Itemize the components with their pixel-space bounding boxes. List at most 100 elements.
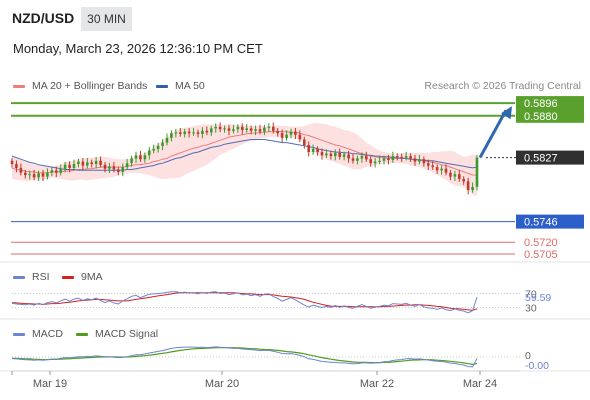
rsi-line [11, 291, 478, 314]
legend-macd-signal: MACD Signal [76, 328, 158, 340]
candle-body [289, 131, 293, 135]
candle-body [81, 161, 85, 166]
candle-body [232, 129, 235, 131]
x-tick-label-mar-20: Mar 20 [205, 378, 239, 390]
candle-body [10, 160, 14, 164]
candle-body [63, 164, 67, 169]
candle-body [183, 131, 186, 134]
candle-body [334, 152, 337, 157]
level-label-0.5746: 0.5746 [524, 217, 558, 229]
candle-body [396, 156, 399, 158]
rsi-tick-30: 30 [525, 303, 537, 315]
candle-body [148, 150, 151, 156]
candle-body [187, 131, 191, 134]
level-badge-0.5896 [516, 96, 584, 111]
candle-body [409, 156, 412, 159]
candle-body [41, 173, 45, 177]
candle-body [156, 145, 160, 149]
candle-body [161, 142, 164, 146]
candle-body [449, 172, 452, 177]
candle-body [28, 174, 31, 176]
candle-body [121, 167, 124, 172]
candle-body [272, 126, 275, 131]
candle-body [94, 160, 98, 164]
candle-body [258, 129, 262, 132]
candle-body [471, 186, 474, 191]
candle-body [201, 130, 204, 134]
candle-body [165, 137, 169, 143]
candle-body [342, 154, 346, 157]
candle-body [351, 158, 355, 161]
candle-body [294, 131, 297, 135]
candle-body [435, 167, 439, 171]
candle-body [475, 157, 479, 187]
level-label-0.5896: 0.5896 [524, 98, 558, 110]
candle-body [174, 132, 178, 134]
candle-body [139, 155, 142, 160]
candle-body [427, 163, 430, 166]
candle-body [453, 174, 457, 177]
credit-text: Research © 2026 Trading Central [424, 80, 581, 92]
candle-body [267, 126, 271, 128]
candle-body [413, 158, 417, 162]
x-tick-label-mar-24: Mar 24 [463, 378, 497, 390]
legend-ma20-swatch [13, 84, 25, 88]
candle-body [59, 168, 62, 173]
legend-rsi-ma-swatch [62, 275, 74, 279]
legend-rsi: RSI [13, 271, 50, 283]
candle-body [236, 126, 240, 130]
level-label-0.5720: 0.5720 [524, 237, 558, 249]
candle-body [223, 128, 226, 130]
rsi-9ma-line [11, 292, 478, 311]
candle-body [285, 134, 288, 138]
ma50-line [11, 139, 478, 171]
candle-body [400, 156, 403, 158]
candle-body [387, 158, 390, 160]
candle-body [378, 160, 381, 162]
macd-signal-line [11, 346, 478, 366]
candle-body [249, 128, 253, 131]
candle-body [90, 162, 93, 164]
candle-body [37, 173, 40, 178]
candle-body [303, 139, 306, 145]
candle-body [117, 169, 120, 172]
legend-rsi-swatch [13, 275, 25, 279]
candle-body [320, 152, 324, 156]
candle-body [373, 161, 377, 164]
candle-body [440, 168, 443, 171]
candle-body [466, 181, 470, 190]
candle-body [227, 128, 231, 131]
candle-body [46, 172, 49, 177]
datetime-label: Monday, March 23, 2026 12:36:10 PM CET [13, 41, 263, 56]
timeframe-button[interactable]: 30 MIN [81, 7, 132, 31]
candle-body [360, 156, 364, 159]
candle-body [170, 133, 173, 138]
candle-body [214, 126, 217, 129]
legend-ma50-label: MA 50 [175, 80, 205, 92]
candle-body [134, 155, 138, 159]
rsi-last-value: 59.59 [525, 292, 551, 304]
level-label-0.5880: 0.5880 [524, 111, 558, 123]
legend-ma20-bollinger: MA 20 + Bollinger Bands [13, 80, 147, 92]
candle-body [108, 166, 111, 169]
macd-line [11, 346, 478, 368]
candle-body [365, 156, 368, 160]
candle-body [422, 159, 426, 164]
legend-rsi-ma-label: 9MA [81, 271, 103, 283]
candle-body [192, 132, 195, 134]
legend-ma50-swatch [156, 84, 168, 88]
macd-last-value: -0.00 [525, 360, 549, 372]
symbol-title: NZD/USD [12, 10, 75, 26]
candle-body [112, 166, 116, 170]
candle-body [32, 174, 36, 178]
legend-ma20-label: MA 20 + Bollinger Bands [32, 80, 148, 92]
candle-body [241, 126, 244, 130]
candle-body [152, 148, 155, 151]
macd-tick-0: 0 [525, 350, 531, 362]
candle-body [196, 132, 200, 134]
level-label-0.5705: 0.5705 [524, 249, 558, 261]
candle-body [77, 161, 80, 164]
candle-body [431, 165, 434, 168]
x-tick-label-mar-19: Mar 19 [33, 378, 67, 390]
